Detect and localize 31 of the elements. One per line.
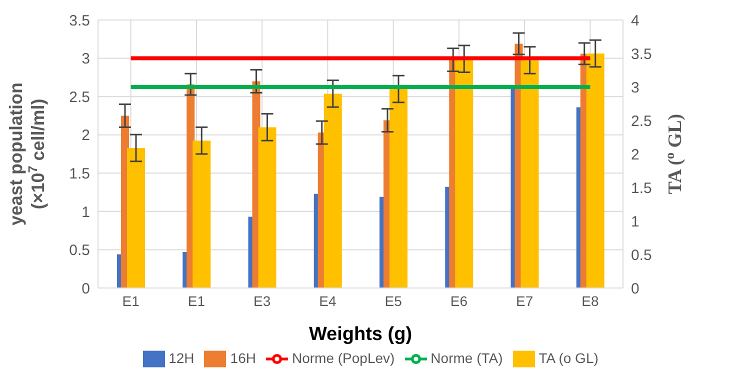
y-tick-label: 2.5: [69, 88, 90, 106]
x-tick-label: E4: [319, 292, 336, 309]
x-tick-label: E8: [582, 292, 599, 309]
legend-label: 16H: [230, 350, 256, 366]
y-tick-label: 1: [82, 204, 90, 221]
y2-tick-label: 1.5: [631, 180, 652, 197]
y2-tick-label: 1: [631, 213, 640, 230]
y-tick-label: 3.5: [69, 12, 90, 30]
legend-label: 12H: [168, 350, 194, 366]
y-tick-label: 2: [82, 127, 90, 144]
y-tick-label: 3: [82, 50, 90, 68]
y2-tick-label: 0: [631, 280, 640, 298]
y2-tick-label: 4: [631, 12, 640, 30]
x-tick-label: E1: [188, 292, 206, 309]
x-tick-label: E5: [384, 292, 402, 309]
x-tick-label: E3: [254, 292, 271, 309]
y2-tick-label: 3: [631, 79, 640, 96]
y-tick-label: 1.5: [69, 165, 90, 182]
x-axis-title: Weights (g): [308, 324, 412, 345]
y2-tick-label: 2: [631, 146, 640, 164]
y2-tick-label: 3.5: [631, 46, 652, 63]
y2-tick-label: 2.5: [631, 112, 652, 130]
x-tick-label: E1: [122, 292, 140, 309]
x-tick-label: E7: [516, 292, 534, 309]
legend-label: TA (o GL): [538, 350, 598, 366]
x-tick-label: E6: [450, 292, 468, 309]
y-tick-label: 0: [82, 280, 90, 298]
legend-label: Norme (PopLev): [292, 350, 395, 366]
legend-label: Norme (TA): [430, 350, 503, 366]
y2-tick-label: 0.5: [631, 246, 652, 264]
y-tick-label: 0.5: [69, 242, 90, 260]
